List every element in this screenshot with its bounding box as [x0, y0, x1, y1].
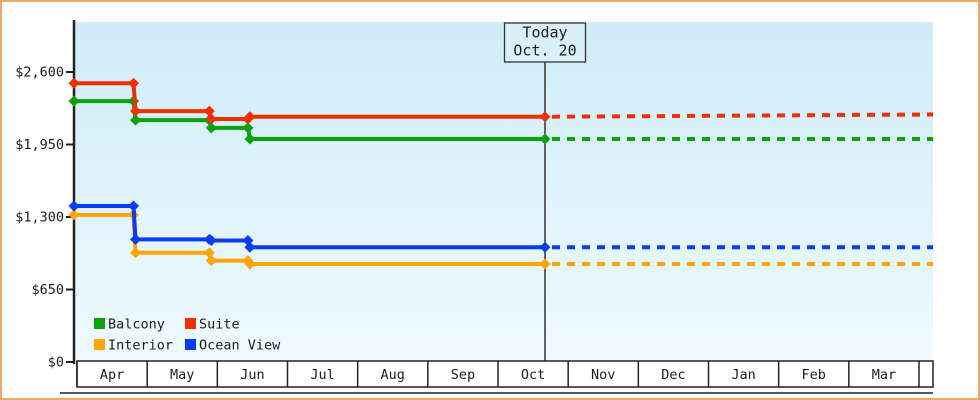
suite-data-point-marker — [128, 77, 140, 89]
legend: Balcony Suite Interior Ocean View — [94, 317, 281, 354]
legend-swatch-interior — [94, 339, 105, 350]
y-axis-label: $650 — [31, 282, 64, 298]
ocean-view-data-point-marker — [128, 200, 140, 212]
legend-label-ocean-view: Ocean View — [199, 338, 281, 354]
y-axis-labels: $2,600 $1,950 $1,300 $650 $0 — [15, 65, 64, 371]
interior-data-point-marker — [68, 209, 80, 221]
month-label-jul: Jul — [310, 367, 334, 383]
interior-data-point-marker — [205, 255, 217, 267]
series-layer — [68, 77, 934, 270]
legend-swatch-suite — [185, 318, 196, 329]
balcony-data-point-marker — [242, 122, 254, 134]
balcony-data-point-marker — [205, 122, 217, 134]
suite-data-point-marker — [205, 113, 217, 125]
balcony-data-point-marker — [539, 133, 551, 145]
suite-projection-line — [552, 112, 934, 119]
interior-data-point-marker — [203, 247, 215, 259]
month-label-nov: Nov — [591, 367, 615, 383]
suite-data-point-marker — [130, 105, 142, 117]
month-row-frame — [76, 360, 934, 388]
today-date-label: Oct. 20 — [513, 42, 576, 60]
balcony-data-point-marker — [130, 114, 142, 126]
legend-swatch-ocean-view — [185, 339, 196, 350]
month-label-jun: Jun — [240, 367, 264, 383]
month-label-oct: Oct — [521, 367, 545, 383]
month-label-feb: Feb — [802, 367, 826, 383]
month-label-apr: Apr — [100, 367, 124, 383]
balcony-data-point-marker — [244, 133, 256, 145]
interior-data-point-marker — [244, 258, 256, 270]
month-label-dec: Dec — [661, 367, 685, 383]
interior-data-point-marker — [130, 247, 142, 259]
interior-data-point-marker — [539, 258, 551, 270]
ocean-view-data-point-marker — [539, 241, 551, 253]
ocean-view-data-point-marker — [244, 241, 256, 253]
y-axis-label: $2,600 — [15, 65, 64, 81]
month-label-aug: Aug — [381, 367, 405, 383]
ocean-view-data-point-marker — [205, 235, 217, 247]
plot-background — [75, 22, 933, 361]
today-label-box — [503, 22, 587, 63]
x-axis-month-row: Apr May Jun Jul Aug Sep Oct Nov Dec Jan Feb Mar — [76, 360, 934, 388]
legend-label-suite: Suite — [199, 317, 240, 333]
legend-label-interior: Interior — [108, 338, 173, 354]
suite-data-point-marker — [203, 105, 215, 117]
suite-data-point-marker — [539, 111, 551, 123]
suite-data-point-marker — [68, 77, 80, 89]
y-axis-label: $1,950 — [15, 137, 64, 153]
suite-data-point-marker — [244, 111, 256, 123]
today-label: Today — [522, 24, 567, 42]
ocean-view-data-point-marker — [68, 200, 80, 212]
legend-label-balcony: Balcony — [108, 317, 165, 333]
ocean-view-data-point-marker — [130, 233, 142, 245]
month-label-jan: Jan — [731, 367, 755, 383]
month-label-may: May — [170, 367, 194, 383]
balcony-data-point-marker — [68, 95, 80, 107]
y-axis-label: $1,300 — [15, 210, 64, 226]
y-axis-label: $0 — [48, 355, 64, 371]
legend-swatch-balcony — [94, 318, 105, 329]
month-label-mar: Mar — [872, 367, 896, 383]
month-label-sep: Sep — [451, 367, 475, 383]
